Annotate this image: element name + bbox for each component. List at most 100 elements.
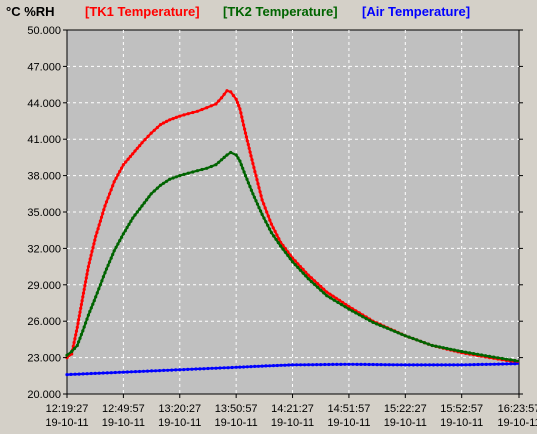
series-point-air-temperature [230,365,234,370]
series-point-tk1-temperature [275,233,279,237]
series-point-tk1-temperature [114,176,118,180]
series-point-air-temperature [319,363,323,367]
series-point-tk2-temperature [269,231,273,235]
series-point-tk1-temperature [222,92,226,96]
series-point-air-temperature [242,365,246,369]
series-point-tk2-temperature [186,171,190,175]
x-tick-date: 19-10-11 [384,417,427,429]
series-point-tk1-temperature [168,118,172,122]
series-point-tk1-temperature [92,242,96,246]
series-point-tk2-temperature [354,311,358,315]
series-point-air-temperature [307,363,311,367]
series-point-tk2-temperature [319,288,323,292]
series-point-tk2-temperature [133,213,137,217]
x-axis: 12:19:27 19-10-11 12:49:57 19-10-11 13:20:27… [45,394,537,429]
series-point-tk2-temperature [382,325,386,329]
series-tk2-temperature [65,150,520,363]
series-point-tk2-temperature [272,234,276,238]
series-point-tk2-temperature [236,156,240,160]
series-point-tk1-temperature [178,114,182,118]
series-point-tk2-temperature [158,183,163,187]
series-point-tk1-temperature [135,146,139,150]
series-point-tk2-temperature [266,223,270,227]
series-point-tk1-temperature [80,299,84,303]
series-point-air-temperature [452,363,456,367]
series-point-tk2-temperature [476,352,480,356]
series-point-tk2-temperature [368,318,372,323]
series-point-tk2-temperature [182,172,186,176]
series-point-tk1-temperature [217,99,221,103]
series-point-tk1-temperature [149,131,153,135]
series-point-tk1-temperature [74,329,79,333]
series-point-tk2-temperature [415,338,419,342]
series-point-tk2-temperature [460,349,464,354]
series-point-tk2-temperature [100,279,104,283]
series-point-tk1-temperature [219,96,224,100]
series-point-tk1-temperature [87,261,91,265]
series-point-air-temperature [335,362,339,366]
series-point-tk2-temperature [168,177,172,181]
x-tick-date: 19-10-11 [102,417,145,429]
series-point-tk1-temperature [205,106,209,110]
series-point-air-temperature [85,372,89,376]
series-point-tk1-temperature [235,100,239,104]
series-point-air-temperature [166,368,170,372]
series-point-tk1-temperature [74,333,78,337]
series-point-tk2-temperature [70,349,74,354]
series-point-tk2-temperature [82,325,86,329]
x-tick-date: 19-10-11 [440,417,483,429]
series-point-air-temperature [488,362,492,366]
series-point-air-temperature [158,369,162,373]
series-point-tk1-temperature [304,270,308,274]
series-point-tk2-temperature [131,216,135,220]
series-point-tk1-temperature [99,215,104,219]
series-point-tk1-temperature [239,111,243,115]
series-point-tk2-temperature [155,186,159,190]
series-point-air-temperature [182,368,186,372]
series-point-tk1-temperature [121,163,125,167]
series-point-tk1-temperature [325,290,329,294]
series-point-air-temperature [121,370,125,374]
series-point-air-temperature [367,362,371,367]
series-point-tk2-temperature [234,153,238,157]
series-point-air-temperature [256,364,260,368]
series-point-tk1-temperature [124,160,128,164]
series-point-tk1-temperature [78,310,82,314]
series-point-tk2-temperature [109,256,113,260]
series-point-air-temperature [295,363,299,367]
series-point-tk2-temperature [112,249,116,253]
series-point-tk2-temperature [255,202,260,206]
series-point-air-temperature [435,363,440,367]
series-point-air-temperature [260,364,264,368]
series-point-tk2-temperature [171,176,175,180]
series-point-tk1-temperature [256,182,260,186]
series-point-tk2-temperature [456,349,460,353]
series-point-air-temperature [399,363,403,367]
series-point-air-temperature [383,363,387,367]
series-point-tk1-temperature [257,186,261,190]
series-point-tk2-temperature [309,280,313,284]
series-point-tk2-temperature [500,356,504,361]
series-point-tk1-temperature [316,282,320,286]
series-point-tk2-temperature [81,329,85,333]
series-point-tk1-temperature [245,139,249,143]
series-point-tk2-temperature [400,332,404,336]
series-point-tk2-temperature [340,303,344,307]
series-point-air-temperature [65,373,69,377]
series-point-tk1-temperature [98,219,102,223]
series-point-tk1-temperature [116,173,120,177]
series-point-tk2-temperature [343,305,347,309]
series-point-tk1-temperature [322,287,326,291]
series-point-tk2-temperature [257,206,261,210]
x-tick-time: 13:20:27 [158,403,201,415]
series-point-tk1-temperature [165,119,169,123]
series-point-air-temperature [351,362,355,366]
series-point-air-temperature [125,370,129,374]
series-point-air-temperature [117,370,121,374]
series-point-tk1-temperature [112,180,116,184]
series-point-tk2-temperature [422,341,427,345]
series-point-tk1-temperature [73,337,77,341]
series-point-air-temperature [496,362,501,366]
series-point-air-temperature [468,363,472,367]
series-point-air-temperature [419,363,423,367]
